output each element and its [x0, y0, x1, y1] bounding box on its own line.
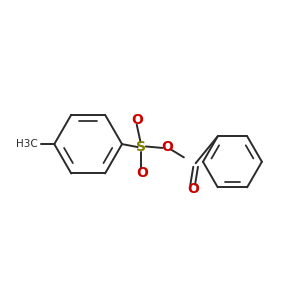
Text: O: O: [187, 182, 199, 197]
Text: H3C: H3C: [16, 139, 38, 149]
Text: O: O: [161, 140, 173, 154]
Text: S: S: [136, 140, 146, 154]
Text: O: O: [136, 166, 148, 180]
Text: O: O: [132, 113, 144, 127]
